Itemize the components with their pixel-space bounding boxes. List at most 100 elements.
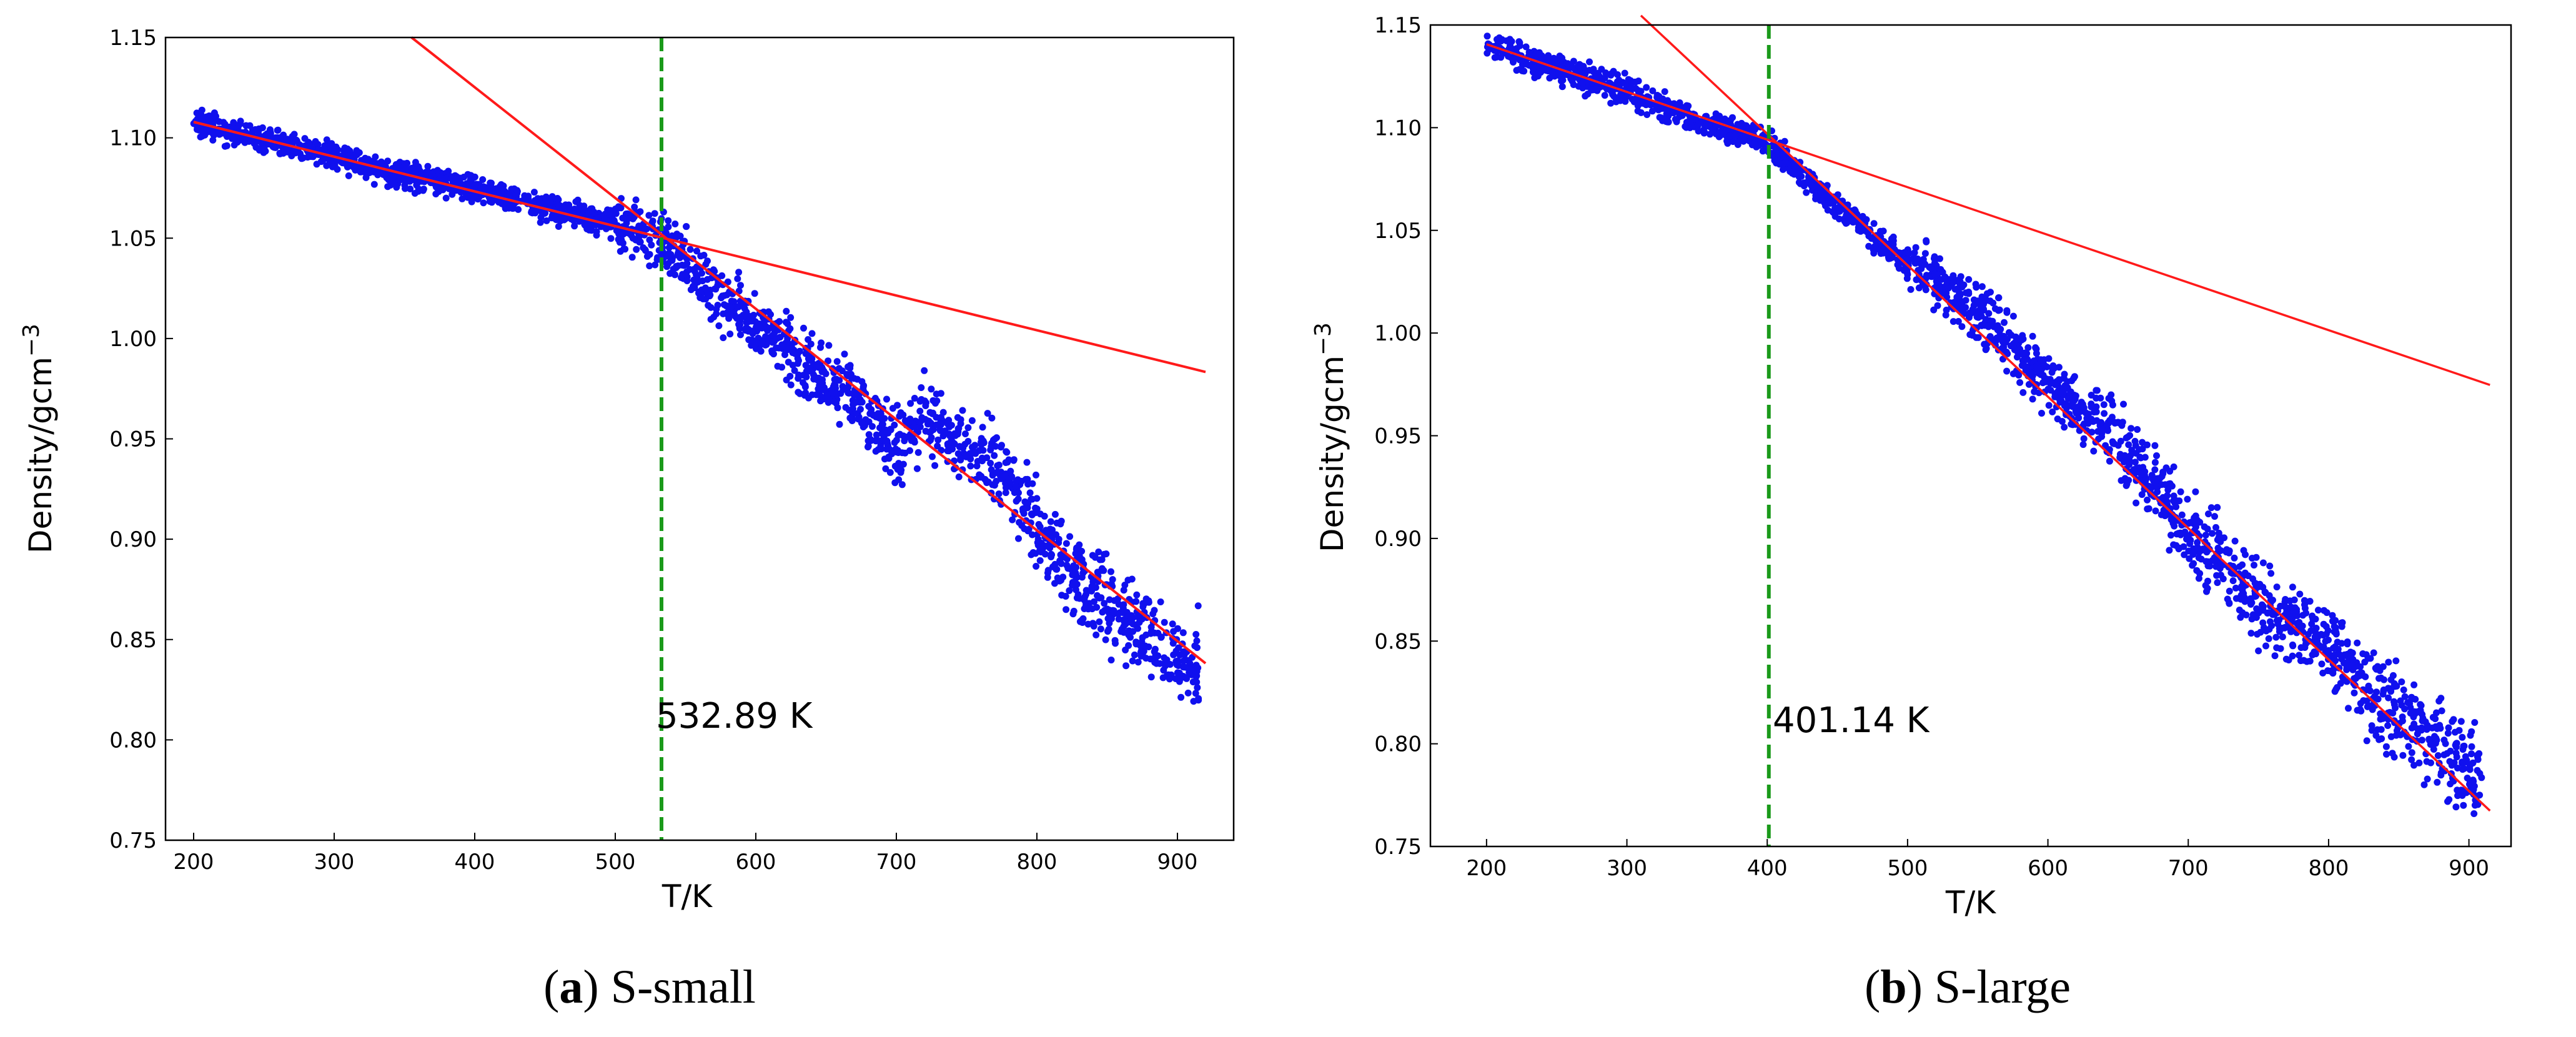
panel-b-data-point [1795,179,1803,186]
panel-a-data-point [1129,628,1137,635]
panel-a-data-point [800,324,807,332]
panel-a-data-point [726,330,734,338]
panel-a-data-point [818,368,826,375]
panel-a-data-point [948,422,955,429]
panel-b-data-point [1558,83,1566,91]
panel-b-data-point [1781,159,1788,167]
panel-a-data-point [470,193,477,200]
panel-b-data-point [1545,52,1552,59]
panel-b-data-point [2320,620,2327,628]
panel-b-data-point [2037,356,2044,364]
panel-b-data-point [2133,499,2140,507]
panel-a-data-point [858,378,866,385]
panel-a-data-point [290,147,298,155]
panel-b-data-point [1983,345,1990,352]
panel-b-data-point [2470,810,2478,817]
panel-b-data-point [2084,419,2092,426]
panel-b-data-point [2399,752,2407,759]
panel-a-data-point [916,407,924,415]
panel-b-data-point [2027,369,2034,377]
panel-b-data-point [2377,674,2385,682]
panel-a-data-point [389,178,397,186]
panel-b-data-point [2408,749,2415,757]
panel-a-data-point [312,138,319,145]
panel-b-data-point [1531,74,1538,81]
panel-a-data-point [872,447,879,455]
panel-a-data-point [1124,577,1132,584]
panel-a-caption-text: S-small [611,961,756,1013]
panel-a-data-point [787,381,795,389]
panel-b-data-point [2398,678,2405,685]
panel-b-data-point [2254,582,2262,589]
panel-a-data-point [1078,547,1086,555]
panel-a-x-ticks: 200 300 400 500 600 700 800 900 [174,833,1197,875]
panel-b-data-point [2005,329,2013,336]
panel-a-data-point [737,282,744,289]
panel-b-fit-lines [1486,14,2491,846]
panel-b-data-point [1965,275,1973,283]
panel-a-data-point [1094,568,1101,576]
panel-a-data-point [998,442,1005,449]
panel-a-data-point [330,163,337,171]
panel-b-data-point [1943,289,1950,297]
panel-b-data-point [2232,584,2239,592]
panel-a-data-point [565,203,572,211]
panel-b-data-point [1520,67,1528,75]
panel-b-data-point [2080,435,2088,442]
panel-a-data-point [515,206,522,213]
panel-b-data-point [2289,583,2296,591]
panel-a-data-point [929,409,936,417]
panel-b-data-point [2158,473,2166,480]
panel-b-data-point [1491,54,1499,61]
panel-a-data-point [619,214,627,222]
panel-b-data-point [1885,251,1893,258]
panel-a-data-point [702,260,710,268]
panel-a-data-point [1106,596,1113,603]
panel-b-data-point [2111,419,2119,427]
panel-a-data-point [1179,629,1187,637]
panel-b-data-point [2090,447,2098,455]
panel-b-data-point [2434,752,2442,759]
panel-b-data-point [2098,419,2105,426]
panel-b-data-point [2047,380,2054,387]
panel-a-data-point [1073,594,1081,602]
panel-a-data-point [802,350,810,357]
panel-a-data-point [1180,657,1187,665]
panel-b-data-point [2397,697,2404,705]
panel-b-y-axis-label-exponent: −3 [1310,322,1336,355]
panel-b-data-point [2215,529,2222,537]
panel-b-data-point [1607,70,1615,77]
panel-a-x-tick-label: 200 [174,850,214,875]
panel-a-data-point [428,170,435,177]
panel-b-data-point [2123,482,2130,489]
panel-a-data-point [773,344,780,352]
panel-b-data-point [2332,617,2339,624]
panel-a-y-ticks: 0.75 0.80 0.85 0.90 0.95 1.00 1.05 1.10 1.15 [109,26,173,853]
panel-a-data-point [921,367,928,374]
panel-a-data-point [284,136,291,143]
panel-b-data-point [2254,630,2261,638]
panel-b-data-point [2410,681,2418,688]
panel-b-data-point [2214,579,2221,587]
panel-b-data-point [1695,127,1702,135]
panel-a-data-point [865,403,873,410]
panel-a-data-point [665,217,672,224]
panel-a-data-point [554,201,562,208]
panel-a-data-point [317,158,325,166]
panel-b-x-tick-label: 600 [2028,856,2068,881]
panel-a-data-point [1082,602,1089,610]
panel-b-data-point [2108,414,2116,421]
panel-b-data-point [2384,722,2392,729]
panel-b-data-point [2194,543,2201,551]
panel-a-data-point [1036,557,1044,564]
panel-b-data-point [2033,364,2041,371]
panel-a-data-point [432,191,440,197]
panel-b-data-point [2138,491,2146,499]
panel-a-data-point [617,204,625,212]
panel-b-data-point [2038,410,2045,417]
panel-a-data-point [301,135,309,142]
panel-b-data-point [1830,199,1837,207]
panel-a-data-point [841,350,848,358]
panel-b-data-point [2442,740,2449,747]
panel-a-data-point [979,447,987,454]
